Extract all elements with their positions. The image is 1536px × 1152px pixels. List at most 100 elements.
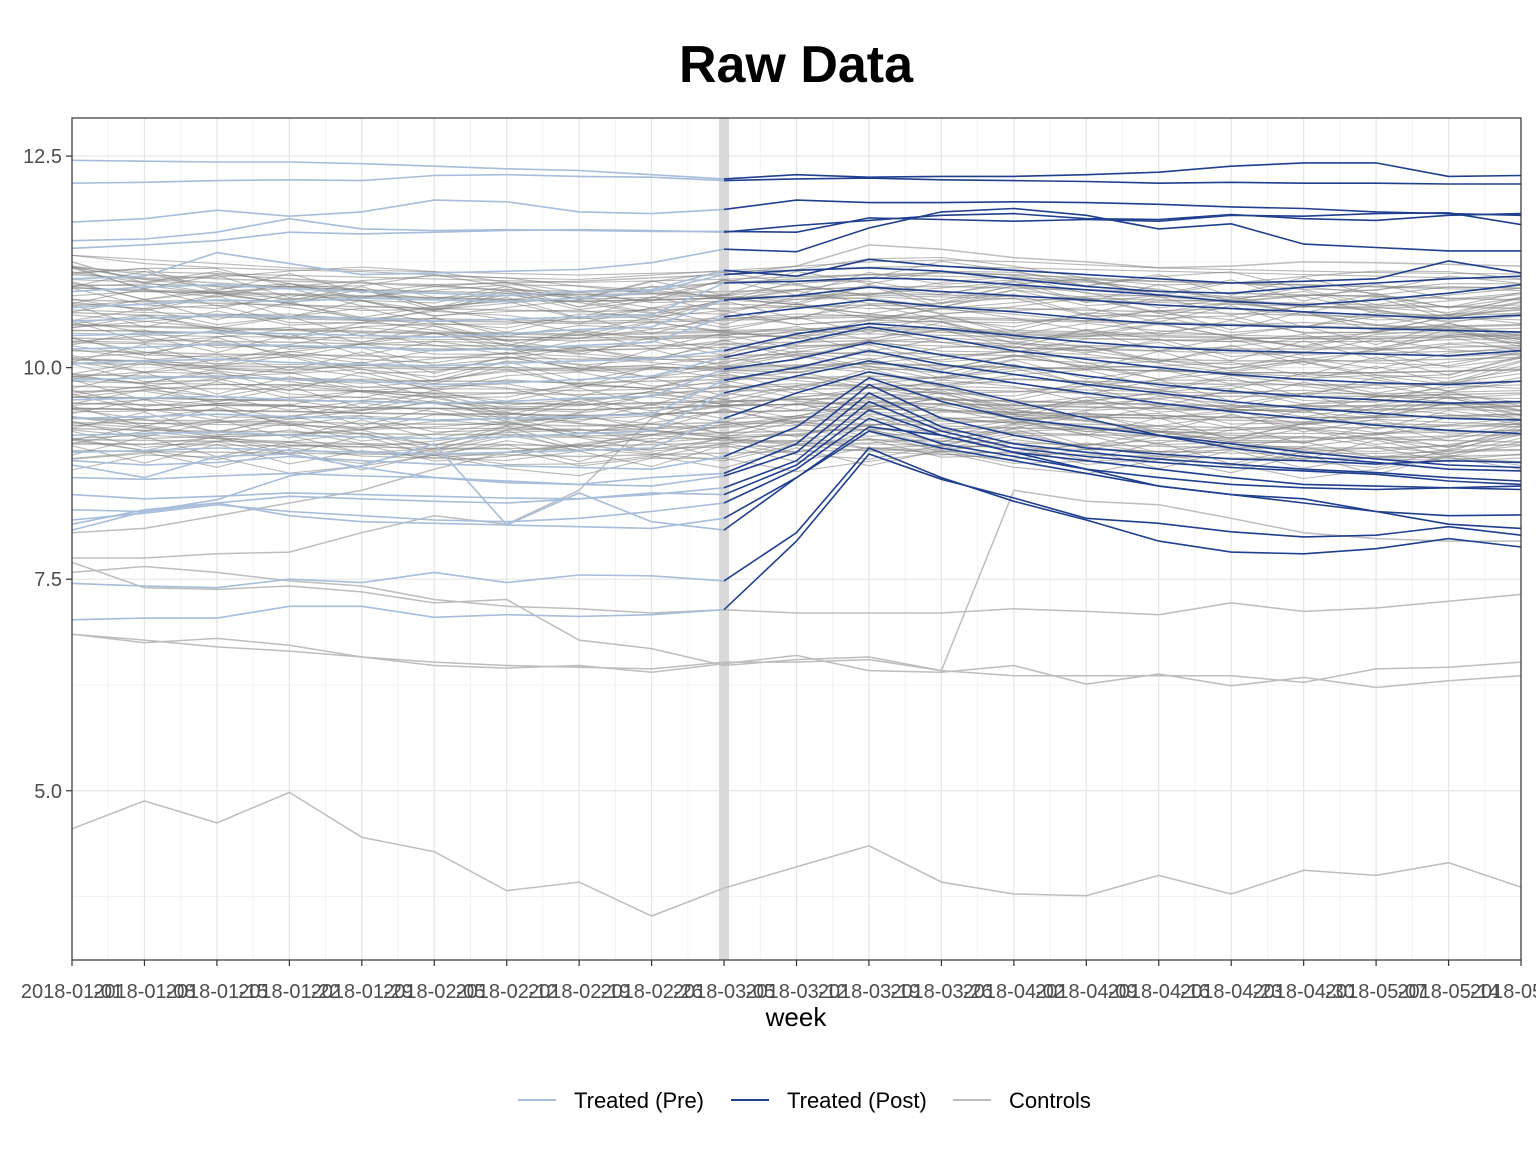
treated-pre-line: [71, 571, 725, 589]
x-tick-label: 2018-04-09: [1035, 981, 1137, 1003]
control-line: [71, 298, 1522, 332]
treated-pre-line: [71, 248, 725, 280]
x-tick-label: 2018-01-08: [93, 981, 195, 1003]
control-line: [71, 407, 1522, 418]
control-line: [71, 415, 1522, 445]
treated-pre-line: [71, 368, 725, 405]
treated-pre-line: [71, 417, 725, 455]
control-line: [71, 287, 1522, 309]
control-line: [71, 329, 1522, 356]
x-tick-label: 2018-03-05: [673, 981, 775, 1003]
control-line: [71, 332, 1522, 343]
treatment-start-band: [719, 118, 730, 960]
treated-pre-line: [71, 349, 725, 367]
control-line: [71, 266, 1522, 298]
control-line: [71, 337, 1522, 366]
treated-pre-line: [71, 379, 725, 421]
series-treated-pre: [71, 159, 725, 621]
control-line: [71, 415, 1522, 442]
treated-pre-line: [71, 282, 725, 322]
legend-label-treated-post: Treated (Post): [787, 1088, 927, 1113]
x-tick-label: 2018-03-19: [818, 981, 920, 1003]
treated-post-line: [723, 426, 1522, 519]
y-tick-label: 10.0: [23, 358, 62, 380]
treated-post-line: [723, 266, 1522, 295]
x-tick-label: 2018-01-01: [21, 981, 123, 1003]
treated-post-line: [723, 212, 1522, 233]
control-line: [71, 313, 1522, 339]
x-tick-label: 2018-04-23: [1180, 981, 1282, 1003]
treated-pre-line: [71, 228, 725, 250]
x-tick-label: 2018-05-14: [1397, 981, 1499, 1003]
x-tick-label: 2018-03-26: [890, 981, 992, 1003]
treated-pre-line: [71, 299, 725, 339]
x-tick-label: 2018-01-15: [166, 981, 268, 1003]
treated-post-line: [723, 207, 1521, 253]
y-tick-label: 5.0: [34, 781, 62, 803]
legend-item-treated-post: Treated (Post): [731, 1088, 927, 1113]
control-line: [71, 371, 1522, 399]
control-line: [71, 424, 1522, 449]
legend-label-treated-pre: Treated (Pre): [574, 1088, 704, 1113]
treated-post-line: [723, 349, 1522, 421]
treated-post-line: [723, 199, 1522, 217]
treated-post-line: [723, 360, 1522, 435]
treated-post-line: [723, 383, 1522, 475]
treated-pre-line: [71, 392, 725, 440]
treated-post-line: [723, 258, 1522, 284]
legend-item-controls: Controls: [953, 1088, 1091, 1113]
treated-post-line: [723, 299, 1522, 333]
control-line: [71, 380, 1522, 395]
treated-pre-line: [71, 492, 725, 513]
control-line: [71, 348, 1522, 377]
x-tick-label: 2018-02-26: [600, 981, 702, 1003]
x-tick-label: 2018-01-29: [311, 981, 413, 1003]
control-line: [72, 392, 1522, 559]
treated-post-line: [723, 277, 1522, 306]
control-line: [71, 443, 1522, 470]
y-tick-label: 7.5: [34, 569, 62, 591]
treated-post-line: [723, 447, 1522, 582]
treated-pre-line: [71, 273, 725, 309]
legend-item-treated-pre: Treated (Pre): [518, 1088, 704, 1113]
treated-pre-line: [71, 472, 725, 487]
control-line: [71, 379, 1522, 408]
control-line: [71, 354, 1522, 380]
treated-pre-line: [71, 269, 725, 297]
control-line: [71, 301, 1522, 334]
treated-pre-line: [71, 316, 725, 352]
x-tick-label: 2018-05-07: [1325, 981, 1427, 1003]
x-tick-label: 2018-02-12: [456, 981, 558, 1003]
treated-post-line: [723, 177, 1521, 185]
treated-pre-line: [71, 502, 725, 523]
treated-post-line: [723, 326, 1522, 386]
control-line: [71, 343, 1522, 372]
control-line: [71, 419, 1522, 446]
control-line: [71, 451, 1522, 480]
treated-post-line: [723, 322, 1522, 357]
control-line: [71, 314, 1522, 347]
control-line: [71, 323, 1522, 352]
treated-pre-line: [71, 455, 725, 471]
control-line: [71, 254, 1522, 281]
control-line: [71, 323, 1522, 338]
legend: Treated (Pre) Treated (Post) Controls: [518, 1088, 1091, 1113]
treated-pre-line: [71, 356, 725, 386]
treated-pre-line: [71, 173, 725, 184]
legend-label-controls: Controls: [1009, 1088, 1091, 1113]
treated-pre-line: [71, 453, 725, 486]
treated-post-line: [723, 376, 1522, 469]
treated-pre-line: [71, 199, 725, 223]
plot-panel: [71, 117, 1522, 961]
treated-pre-line: [71, 159, 725, 180]
control-line: [71, 489, 1521, 672]
control-line: [71, 383, 1522, 408]
treated-post-line: [723, 430, 1522, 531]
series-treated-post: [723, 162, 1522, 611]
treated-pre-line: [71, 442, 725, 531]
x-tick-label: 2018-05-21: [1470, 981, 1536, 1003]
control-line: [71, 270, 1522, 306]
control-line: [71, 565, 1522, 616]
control-line: [71, 402, 1522, 412]
